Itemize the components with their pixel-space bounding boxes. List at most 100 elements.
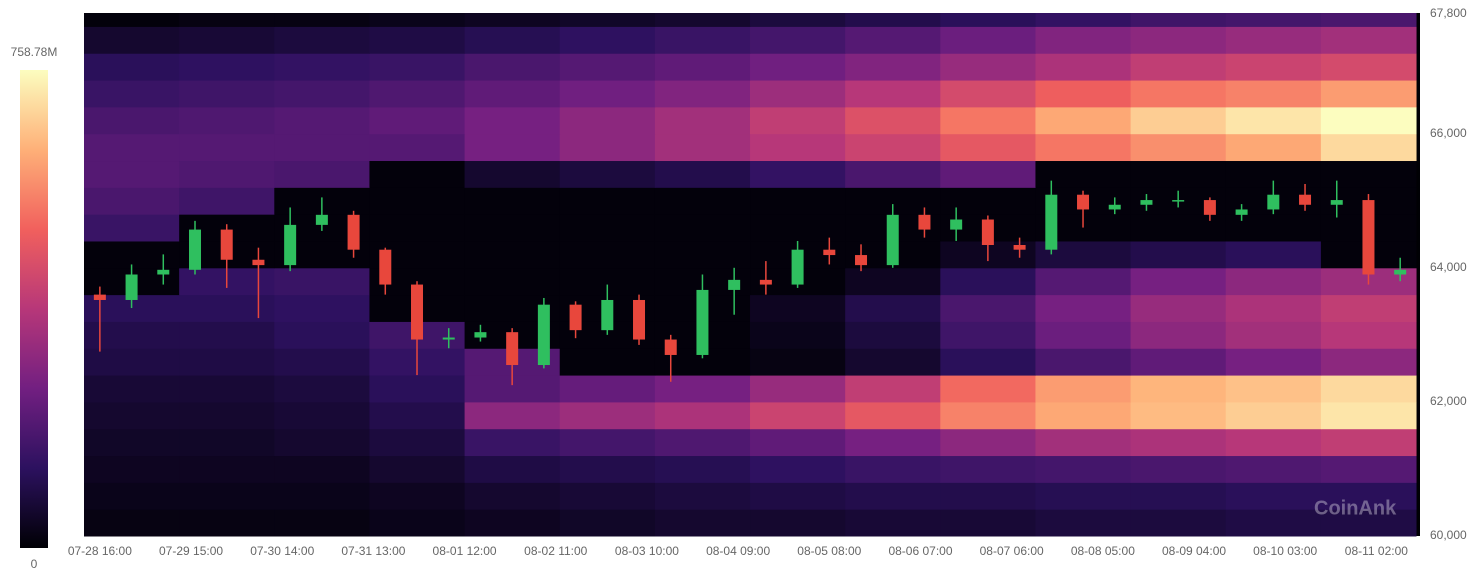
- heat-cell: [369, 509, 466, 537]
- candle-body: [1235, 209, 1248, 215]
- heat-cell: [845, 509, 941, 537]
- heat-cell: [750, 482, 846, 510]
- heat-cell: [1035, 160, 1132, 188]
- candle-body: [411, 284, 424, 340]
- candle-body: [569, 304, 582, 331]
- heat-cell: [369, 187, 466, 215]
- heat-cell: [84, 509, 180, 537]
- x-tick-label: 08-09 04:00: [1162, 544, 1226, 558]
- heat-cell: [464, 214, 561, 242]
- heat-cell: [84, 240, 180, 269]
- heat-cell: [654, 401, 751, 430]
- heat-cell: [84, 455, 180, 483]
- heat-cell: [179, 401, 275, 430]
- heat-cell: [940, 375, 1036, 403]
- heat-cell: [1225, 214, 1322, 242]
- colorbar: [20, 70, 48, 548]
- candle-body: [1077, 194, 1090, 210]
- candle-body: [1108, 204, 1121, 210]
- heat-cell: [274, 160, 370, 188]
- heat-cell: [750, 26, 846, 54]
- heat-cell: [1320, 294, 1417, 322]
- heat-cell: [464, 80, 561, 108]
- heat-cell: [1035, 348, 1132, 376]
- candle-body: [1299, 194, 1312, 205]
- heat-cell: [84, 13, 180, 27]
- heat-cell: [464, 133, 561, 162]
- heat-cell: [179, 455, 275, 483]
- candle-body: [728, 279, 741, 290]
- heat-cell: [940, 133, 1036, 162]
- candle-body: [537, 304, 550, 366]
- heat-cell: [1035, 428, 1132, 457]
- heat-cell: [1035, 80, 1132, 108]
- heat-cell: [750, 80, 846, 108]
- heat-cell: [654, 160, 751, 188]
- candle-body: [1362, 200, 1375, 275]
- heat-cell: [1225, 133, 1322, 162]
- heat-cell: [84, 482, 180, 510]
- heat-cell: [559, 133, 656, 162]
- heat-cell: [559, 509, 656, 537]
- heat-cell: [845, 267, 941, 296]
- candle-body: [252, 259, 265, 266]
- heat-cell: [1035, 267, 1132, 296]
- heat-cell: [940, 13, 1036, 27]
- heat-cell: [1225, 106, 1322, 135]
- heat-cell: [464, 482, 561, 510]
- heat-cell: [654, 80, 751, 108]
- heat-cell: [1130, 53, 1227, 81]
- heat-cell: [940, 187, 1036, 215]
- heat-cell: [179, 348, 275, 376]
- candle-body: [1140, 200, 1153, 205]
- candle-body: [379, 249, 392, 285]
- heat-cell: [845, 13, 941, 27]
- heat-cell: [464, 240, 561, 269]
- heat-cell: [274, 401, 370, 430]
- heat-cell: [940, 455, 1036, 483]
- heatmap: [84, 13, 1420, 537]
- heat-cell: [1225, 53, 1322, 81]
- heat-cell: [179, 80, 275, 108]
- heat-cell: [369, 375, 466, 403]
- heat-cell: [84, 401, 180, 430]
- x-tick-label: 08-08 05:00: [1071, 544, 1135, 558]
- candles: [93, 180, 1407, 386]
- heat-cell: [1320, 13, 1417, 27]
- heat-cell: [1035, 26, 1132, 54]
- heat-cell: [1225, 428, 1322, 457]
- heat-cell: [1130, 80, 1227, 108]
- x-tick-label: 08-10 03:00: [1253, 544, 1317, 558]
- y-tick-label: 67,800: [1430, 6, 1467, 20]
- heat-cell: [274, 375, 370, 403]
- heat-cell: [1225, 482, 1322, 510]
- heat-cell: [845, 53, 941, 81]
- heat-cell: [369, 401, 466, 430]
- heat-cell: [1130, 401, 1227, 430]
- heat-cell: [845, 321, 941, 349]
- heat-cell: [1320, 321, 1417, 349]
- heat-cell: [369, 455, 466, 483]
- heat-cell: [559, 214, 656, 242]
- heat-cell: [464, 26, 561, 54]
- heat-cell: [845, 106, 941, 135]
- heat-cell: [179, 509, 275, 537]
- heat-cell: [654, 187, 751, 215]
- heat-cell: [464, 53, 561, 81]
- heat-cell: [179, 428, 275, 457]
- x-tick-label: 08-07 06:00: [980, 544, 1044, 558]
- heat-cell: [84, 375, 180, 403]
- heat-cell: [1320, 509, 1417, 537]
- heat-cell: [750, 160, 846, 188]
- heat-cell: [1130, 13, 1227, 27]
- heat-cell: [179, 26, 275, 54]
- heat-cell: [750, 133, 846, 162]
- heat-cell: [369, 13, 466, 27]
- heat-cell: [559, 53, 656, 81]
- heat-cell: [274, 267, 370, 296]
- heat-cell: [274, 482, 370, 510]
- heat-cell: [84, 428, 180, 457]
- heat-cell: [369, 160, 466, 188]
- heat-cell: [1225, 26, 1322, 54]
- heat-cell: [464, 160, 561, 188]
